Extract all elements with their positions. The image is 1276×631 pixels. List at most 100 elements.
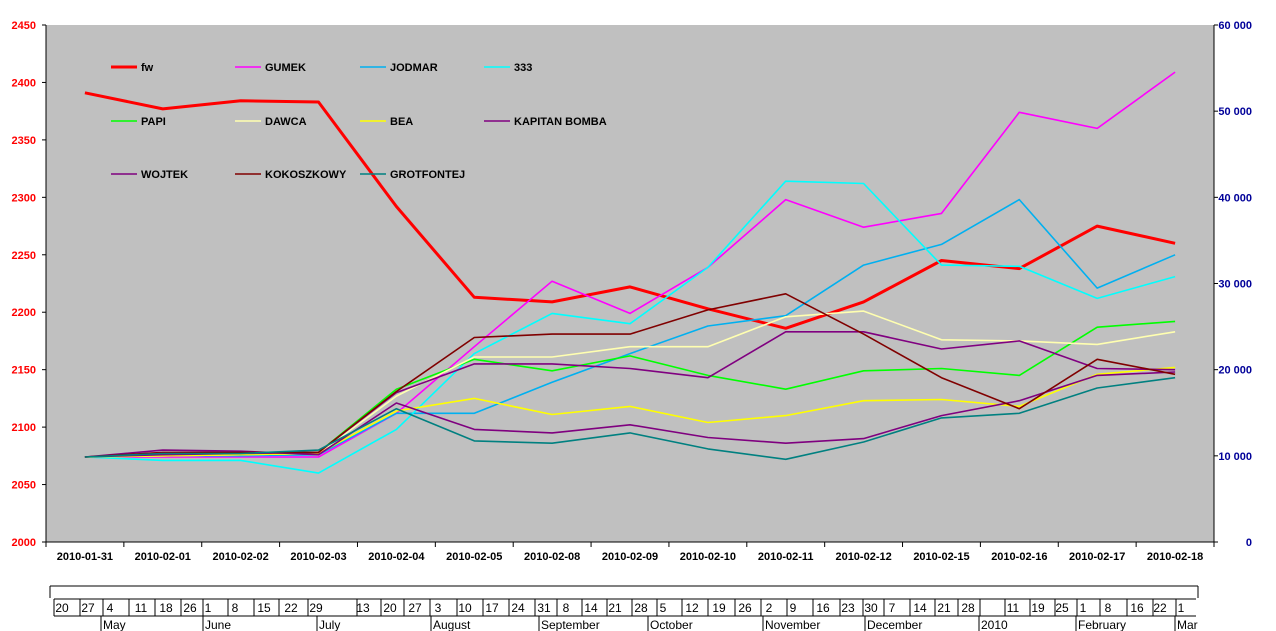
- right-tick-label: 0: [1246, 537, 1252, 549]
- timeline-day-label: 14: [584, 601, 598, 615]
- timeline-month-label: September: [541, 618, 600, 631]
- timeline-day-label: 5: [660, 601, 667, 615]
- timeline-month-label: May: [103, 618, 126, 631]
- timeline-day-label: 12: [685, 601, 699, 615]
- timeline-day-label: 14: [913, 601, 927, 615]
- x-tick-label: 2010-02-05: [446, 551, 502, 563]
- timeline-day-label: 27: [408, 601, 422, 615]
- timeline-month-label: Mar: [1177, 618, 1198, 631]
- x-tick-label: 2010-02-10: [680, 551, 736, 563]
- legend-label: fw: [141, 62, 154, 74]
- timeline-day-label: 23: [841, 601, 855, 615]
- series-lines: [84, 71, 1176, 474]
- x-tick-label: 2010-02-16: [991, 551, 1047, 563]
- legend-label: BEA: [390, 116, 413, 128]
- timeline-day-label: 19: [712, 601, 726, 615]
- timeline-day-label: 30: [864, 601, 878, 615]
- right-tick-label: 40 000: [1218, 192, 1252, 204]
- timeline-day-label: 1: [205, 601, 212, 615]
- timeline-day-label: 8: [563, 601, 570, 615]
- x-tick-label: 2010-01-31: [57, 551, 113, 563]
- timeline-day-label: 18: [159, 601, 173, 615]
- timeline-day-label: 16: [1130, 601, 1144, 615]
- left-y-axis: 2000 2050 2100 2150 2200 2250 2300 2350 2400 2450: [12, 20, 47, 549]
- timeline-month-label: August: [433, 618, 471, 631]
- legend: fw GUMEK JODMAR 333 PAPI DAWCA BEA KAPITAN BOMB…: [111, 62, 607, 181]
- timeline-day-label: 13: [356, 601, 370, 615]
- series-line-grotfontej: [84, 376, 1176, 461]
- timeline-day-label: 29: [309, 601, 323, 615]
- timeline-day-label: 26: [738, 601, 752, 615]
- x-tick-label: 2010-02-02: [213, 551, 269, 563]
- left-tick-label: 2000: [12, 537, 36, 549]
- series-line-bea: [84, 366, 1176, 458]
- x-tick-label: 2010-02-17: [1069, 551, 1125, 563]
- legend-label: GUMEK: [265, 62, 306, 74]
- series-line-333: [84, 180, 1176, 474]
- left-tick-label: 2050: [12, 480, 36, 492]
- timeline-day-label: 8: [1105, 601, 1112, 615]
- x-tick-label: 2010-02-08: [524, 551, 580, 563]
- timeline-month-label: November: [765, 618, 820, 631]
- timeline-day-label: 21: [608, 601, 622, 615]
- timeline-day-label: 27: [81, 601, 95, 615]
- timeline-day-label: 22: [1153, 601, 1167, 615]
- timeline-day-label: 31: [537, 601, 551, 615]
- timeline-day-label: 4: [107, 601, 114, 615]
- left-tick-label: 2300: [12, 192, 36, 204]
- timeline-month-label: 2010: [981, 618, 1008, 631]
- legend-label: KOKOSZKOWY: [265, 169, 347, 181]
- timeline-day-label: 1: [1080, 601, 1087, 615]
- right-y-axis: 0 10 000 20 000 30 000 40 000 50 000 60 000: [1213, 20, 1252, 549]
- timeline-day-label: 11: [135, 601, 148, 615]
- x-tick-label: 2010-02-04: [368, 551, 425, 563]
- timeline-day-label: 25: [1055, 601, 1069, 615]
- timeline-day-label: 15: [257, 601, 271, 615]
- timeline-day-label: 21: [937, 601, 951, 615]
- left-tick-label: 2200: [12, 307, 36, 319]
- timeline-day-label: 3: [435, 601, 442, 615]
- timeline-month-label: December: [867, 618, 922, 631]
- timeline-day-label: 24: [511, 601, 525, 615]
- x-axis: 2010-01-31 2010-02-01 2010-02-02 2010-02-03…: [45, 541, 1215, 563]
- timeline-day-label: 17: [485, 601, 499, 615]
- x-tick-label: 2010-02-11: [758, 551, 814, 563]
- x-tick-label: 2010-02-01: [135, 551, 191, 563]
- x-tick-label: 2010-02-18: [1147, 551, 1203, 563]
- x-tick-label: 2010-02-15: [913, 551, 969, 563]
- timeline-day-label: 20: [383, 601, 397, 615]
- left-tick-label: 2400: [12, 77, 36, 89]
- legend-label: PAPI: [141, 116, 166, 128]
- timeline-month-label: June: [205, 618, 231, 631]
- timeline-month-label: July: [319, 618, 340, 631]
- right-tick-label: 10 000: [1218, 451, 1252, 463]
- timeline-day-label: 2: [766, 601, 773, 615]
- x-tick-label: 2010-02-09: [602, 551, 658, 563]
- left-tick-label: 2250: [12, 250, 36, 262]
- timeline-day-label: 11: [1007, 601, 1020, 615]
- x-tick-label: 2010-02-03: [290, 551, 346, 563]
- series-line-jodmar: [84, 198, 1176, 458]
- left-tick-label: 2350: [12, 135, 36, 147]
- left-tick-label: 2100: [12, 422, 36, 434]
- timeline-month-label: October: [650, 618, 693, 631]
- timeline-strip: 20 27 4 11 18 26 1 8 15 22 29 13 20 27 3 10 17 24 31 8 14 21 2…: [49, 585, 1199, 631]
- left-tick-label: 2150: [12, 365, 36, 377]
- left-tick-label: 2450: [12, 20, 36, 32]
- legend-label: JODMAR: [390, 62, 438, 74]
- timeline-day-label: 19: [1031, 601, 1045, 615]
- series-line-gumek: [84, 71, 1176, 458]
- right-tick-label: 20 000: [1218, 365, 1252, 377]
- timeline-day-label: 8: [232, 601, 239, 615]
- right-tick-label: 50 000: [1218, 106, 1252, 118]
- timeline-day-label: 28: [634, 601, 648, 615]
- right-tick-label: 30 000: [1218, 279, 1252, 291]
- timeline-day-label: 16: [816, 601, 830, 615]
- timeline-day-label: 7: [889, 601, 896, 615]
- timeline-month-label: February: [1078, 618, 1126, 631]
- timeline-day-label: 9: [790, 601, 797, 615]
- legend-label: GROTFONTEJ: [390, 169, 465, 181]
- right-tick-label: 60 000: [1218, 20, 1252, 32]
- x-tick-label: 2010-02-12: [835, 551, 891, 563]
